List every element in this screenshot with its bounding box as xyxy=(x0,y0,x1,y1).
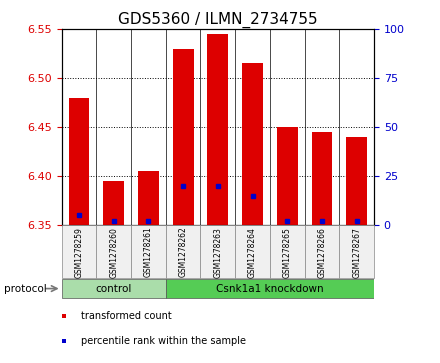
Bar xyxy=(270,225,304,278)
Text: GSM1278265: GSM1278265 xyxy=(283,227,292,278)
Bar xyxy=(62,225,96,278)
Text: transformed count: transformed count xyxy=(81,311,172,321)
Bar xyxy=(201,225,235,278)
Bar xyxy=(69,98,89,225)
Text: control: control xyxy=(95,284,132,294)
Bar xyxy=(166,279,374,298)
Title: GDS5360 / ILMN_2734755: GDS5360 / ILMN_2734755 xyxy=(118,12,318,28)
Bar xyxy=(235,225,270,278)
Text: Csnk1a1 knockdown: Csnk1a1 knockdown xyxy=(216,284,324,294)
Text: GSM1278262: GSM1278262 xyxy=(179,227,187,277)
Text: GSM1278266: GSM1278266 xyxy=(317,227,326,278)
Bar xyxy=(138,171,159,225)
Bar xyxy=(131,225,166,278)
Text: GSM1278264: GSM1278264 xyxy=(248,227,257,278)
Bar xyxy=(339,225,374,278)
Text: GSM1278263: GSM1278263 xyxy=(213,227,222,278)
Bar xyxy=(346,137,367,225)
Bar xyxy=(62,279,166,298)
Text: GSM1278261: GSM1278261 xyxy=(144,227,153,277)
Text: percentile rank within the sample: percentile rank within the sample xyxy=(81,336,246,346)
Bar xyxy=(277,127,297,225)
Bar xyxy=(166,225,201,278)
Text: GSM1278267: GSM1278267 xyxy=(352,227,361,278)
Bar xyxy=(172,49,194,225)
Text: protocol: protocol xyxy=(4,284,47,294)
Bar xyxy=(207,34,228,225)
Bar xyxy=(103,181,124,225)
Bar xyxy=(96,225,131,278)
Bar xyxy=(304,225,339,278)
Bar xyxy=(312,132,332,225)
Text: GSM1278259: GSM1278259 xyxy=(74,227,84,278)
Text: GSM1278260: GSM1278260 xyxy=(109,227,118,278)
Bar xyxy=(242,64,263,225)
